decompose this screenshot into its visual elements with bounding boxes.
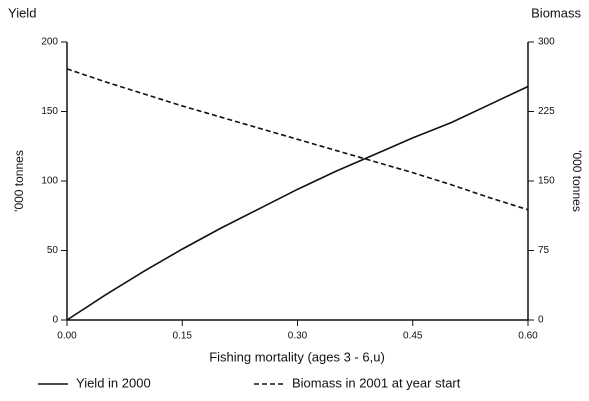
y-tick-label: 0	[52, 315, 58, 326]
y-tick-label: 50	[47, 245, 59, 256]
x-axis-label: Fishing mortality (ages 3 - 6,u)	[209, 349, 385, 364]
x-tick-label: 0.45	[403, 331, 423, 342]
x-tick-label: 0.60	[518, 331, 538, 342]
y-tick-label: 200	[41, 37, 58, 48]
y-axis-label: '000 tonnes	[12, 150, 26, 212]
x-tick-label: 0.00	[57, 331, 77, 342]
y-tick-label: 150	[41, 106, 58, 117]
legend-label: Yield in 2000	[76, 375, 151, 390]
y-title: Yield	[8, 5, 36, 20]
y2-tick-label: 225	[538, 106, 555, 117]
x-tick-label: 0.30	[288, 331, 308, 342]
series-line	[66, 68, 529, 211]
series-line	[66, 85, 529, 321]
y2-axis-label: '000 tonnes	[570, 150, 584, 212]
y2-tick-label: 75	[538, 245, 550, 256]
y2-tick-label: 0	[538, 315, 544, 326]
y2-tick-label: 300	[538, 37, 555, 48]
x-tick-label: 0.15	[173, 331, 193, 342]
legend-label: Biomass in 2001 at year start	[292, 375, 461, 390]
y2-title: Biomass	[531, 5, 581, 20]
y-tick-label: 100	[41, 176, 58, 187]
y2-tick-label: 150	[538, 176, 555, 187]
